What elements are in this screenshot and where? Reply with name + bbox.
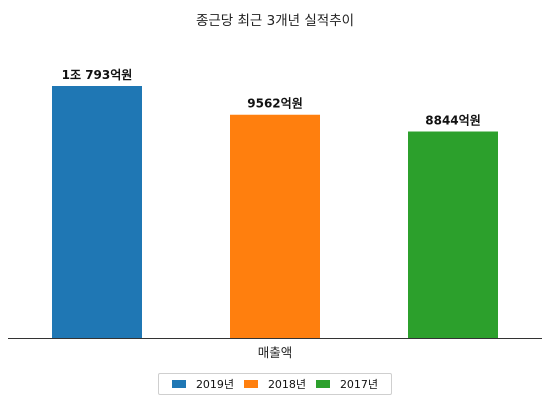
x-axis-label: 매출액: [258, 345, 293, 360]
bar-3: [408, 131, 498, 338]
legend-label: 2019년: [195, 378, 235, 391]
bar-1: [52, 86, 142, 338]
bar-value-label-2: 9562억원: [247, 97, 302, 111]
bar-2: [230, 114, 320, 338]
legend-swatch: [243, 380, 258, 388]
legend-item-1: 2019년: [171, 376, 235, 392]
legend-label: 2017년: [339, 378, 379, 391]
legend-label: 2018년: [267, 378, 307, 391]
legend-swatch: [171, 380, 186, 388]
legend: 2019년 2018년 2017년: [158, 373, 392, 395]
legend-swatch: [315, 380, 330, 388]
bar-value-label-3: 8844억원: [425, 114, 480, 128]
bar-value-label-1: 1조 793억원: [62, 68, 133, 82]
bars-group: [52, 86, 498, 338]
legend-item-2: 2018년: [243, 376, 307, 392]
legend-item-3: 2017년: [315, 376, 379, 392]
bar-labels-group: 1조 793억원 9562억원 8844억원: [62, 68, 481, 128]
chart-title: 종근당 최근 3개년 실적추이: [195, 13, 355, 29]
